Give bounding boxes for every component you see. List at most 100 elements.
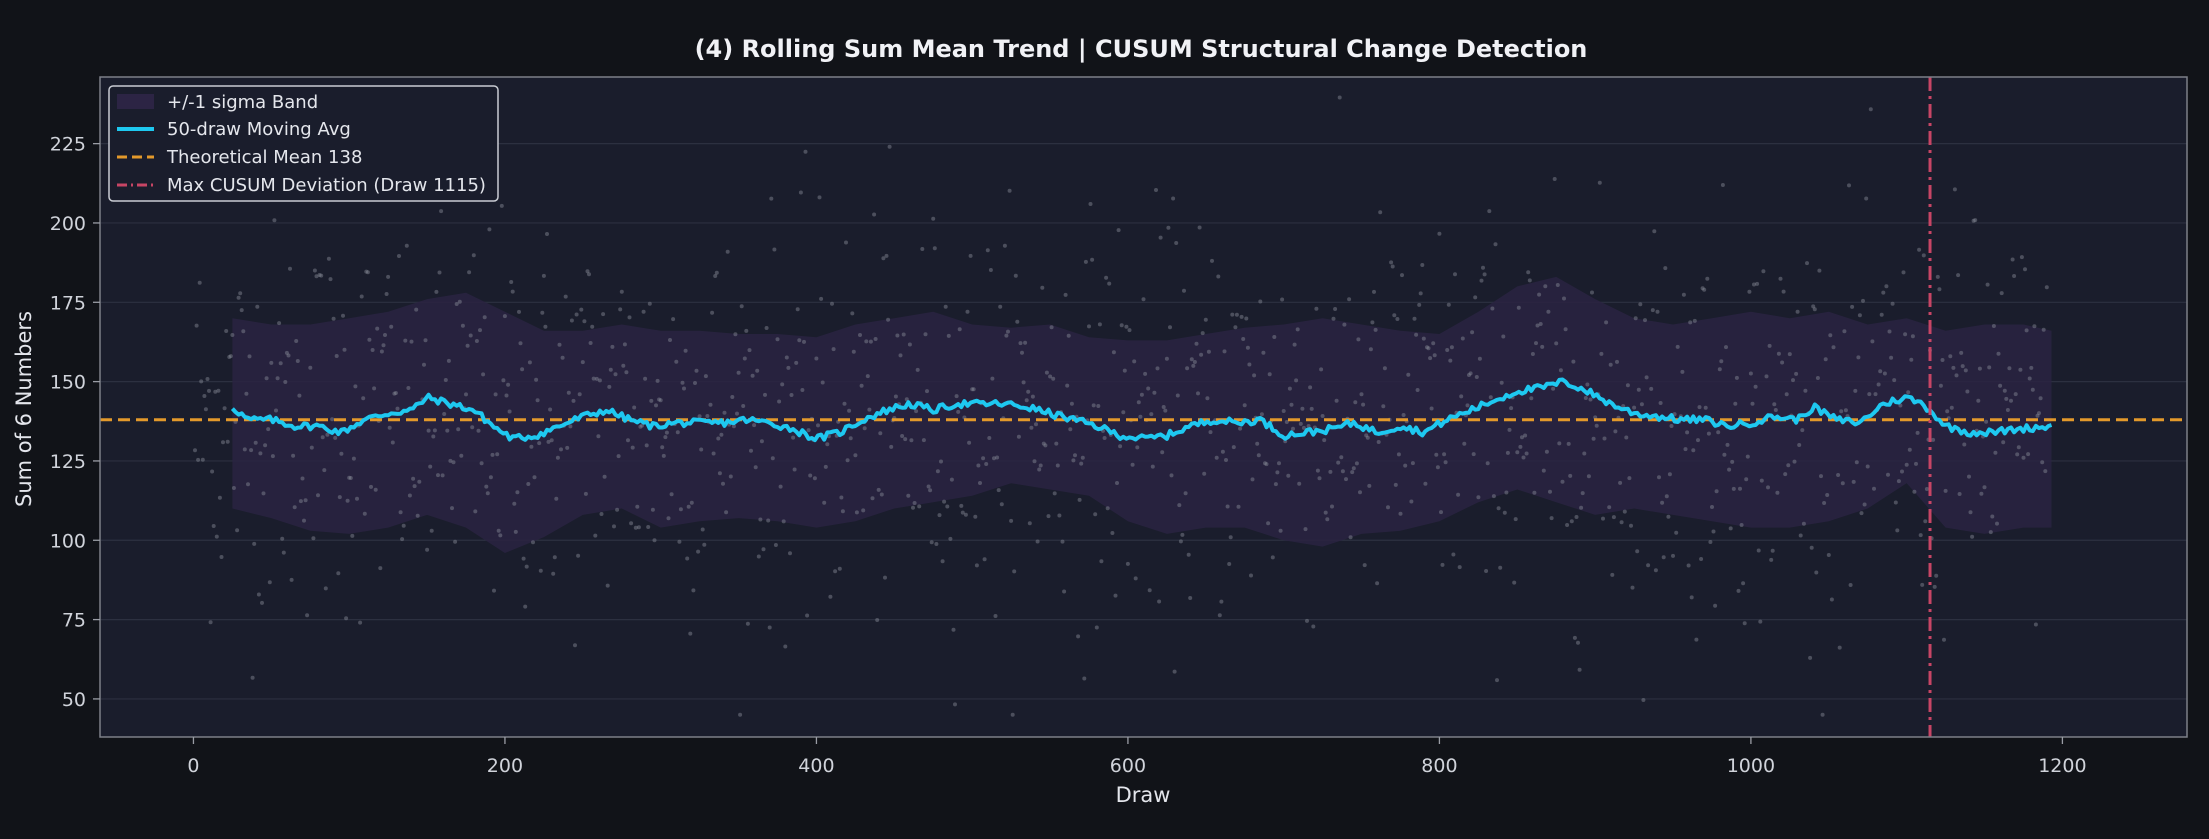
draw-point (1786, 463, 1791, 468)
draw-point (1124, 324, 1129, 329)
draw-point (946, 333, 951, 338)
draw-point (1984, 419, 1989, 424)
draw-point (1544, 449, 1549, 454)
draw-point (543, 324, 548, 329)
draw-point (1344, 477, 1348, 482)
draw-point (1971, 218, 1976, 223)
draw-point (817, 195, 822, 200)
draw-point (1055, 463, 1060, 468)
draw-point (744, 328, 749, 333)
draw-point (1203, 317, 1208, 322)
draw-point (699, 447, 704, 452)
draw-point (390, 440, 395, 445)
draw-point (1694, 637, 1699, 642)
draw-point (459, 453, 464, 458)
draw-point (487, 227, 492, 232)
draw-point (1051, 376, 1056, 381)
draw-point (1297, 481, 1302, 486)
draw-point (1582, 451, 1587, 456)
draw-point (1121, 410, 1126, 415)
draw-point (1002, 243, 1007, 248)
draw-point (261, 491, 266, 496)
draw-point (1426, 346, 1431, 351)
draw-point (1585, 382, 1590, 387)
draw-point (289, 577, 294, 582)
draw-point (1912, 489, 1917, 494)
draw-point (1178, 539, 1183, 544)
draw-point (1577, 667, 1582, 672)
draw-point (1030, 394, 1035, 399)
draw-point (1901, 270, 1906, 275)
draw-point (557, 342, 562, 347)
draw-point (978, 481, 982, 485)
draw-point (336, 571, 341, 576)
draw-point (819, 296, 824, 301)
draw-point (854, 510, 859, 515)
draw-point (1214, 455, 1219, 460)
draw-point (594, 376, 599, 381)
draw-point (1281, 409, 1286, 413)
draw-point (960, 510, 965, 515)
draw-point (1460, 336, 1465, 341)
draw-point (1512, 580, 1517, 585)
draw-point (923, 332, 928, 337)
draw-point (1602, 436, 1607, 441)
draw-point (1177, 503, 1182, 508)
draw-point (935, 469, 940, 474)
draw-point (576, 553, 581, 558)
draw-point (590, 324, 595, 329)
draw-point (772, 247, 777, 252)
draw-point (840, 509, 845, 514)
draw-point (446, 358, 451, 363)
draw-point (731, 424, 736, 429)
draw-point (496, 528, 501, 533)
draw-point (671, 317, 676, 322)
draw-point (1412, 316, 1417, 321)
draw-point (1649, 386, 1654, 391)
draw-point (1172, 669, 1177, 674)
draw-point (1446, 302, 1451, 307)
draw-point (1096, 404, 1101, 408)
draw-point (831, 347, 836, 352)
draw-point (1663, 266, 1668, 271)
draw-point (1775, 490, 1780, 495)
draw-point (1152, 390, 1157, 395)
draw-point (294, 339, 299, 343)
draw-point (407, 493, 412, 498)
draw-point (833, 569, 838, 574)
draw-point (1831, 345, 1836, 350)
draw-point (429, 528, 434, 533)
draw-point (612, 524, 616, 529)
draw-point (1819, 474, 1823, 479)
draw-point (467, 270, 472, 275)
draw-point (440, 473, 445, 478)
draw-point (1157, 599, 1162, 604)
draw-point (803, 149, 808, 154)
draw-point (1238, 426, 1243, 431)
draw-point (1236, 504, 1241, 509)
draw-point (2005, 408, 2010, 412)
draw-point (1259, 412, 1264, 417)
draw-point (214, 534, 219, 539)
draw-point (1234, 312, 1239, 317)
draw-point (1625, 383, 1630, 388)
draw-point (1273, 482, 1278, 487)
draw-point (650, 507, 655, 512)
draw-point (929, 540, 934, 545)
draw-point (211, 524, 216, 528)
draw-point (492, 588, 496, 593)
draw-point (353, 384, 358, 389)
draw-point (1601, 516, 1605, 521)
draw-point (1356, 337, 1361, 342)
sigma-band-layer (232, 276, 2052, 553)
draw-point (703, 374, 708, 379)
draw-point (1459, 394, 1464, 399)
draw-point (1403, 463, 1408, 468)
draw-point (490, 452, 495, 457)
draw-point (1456, 492, 1461, 497)
draw-point (820, 380, 825, 385)
draw-point (1111, 350, 1116, 355)
draw-point (325, 432, 330, 437)
draw-point (526, 482, 531, 486)
draw-point (1643, 318, 1647, 323)
